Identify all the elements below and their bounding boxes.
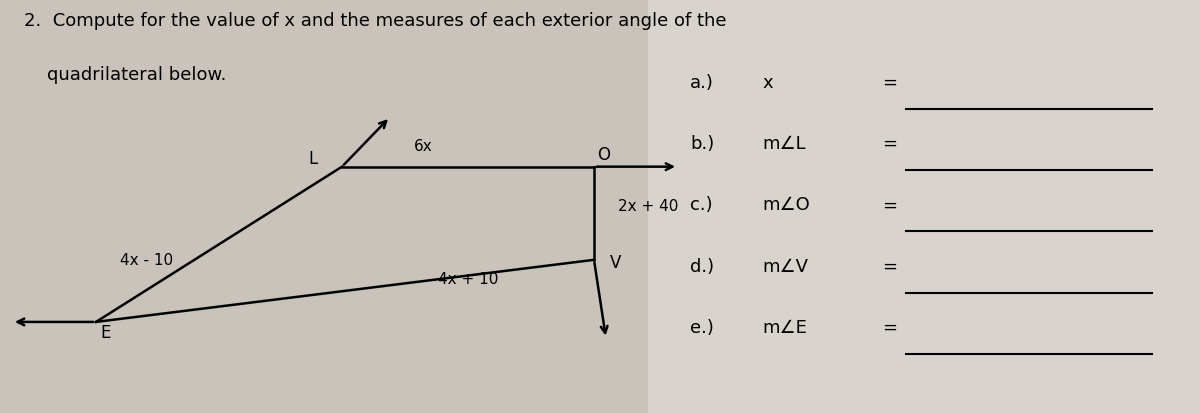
Text: O: O [598,146,611,164]
Text: quadrilateral below.: quadrilateral below. [24,66,227,84]
Text: 2x + 40: 2x + 40 [618,199,678,214]
Bar [648,0,1200,413]
Text: a.): a.) [690,74,714,92]
Text: L: L [308,150,318,168]
Text: m∠V: m∠V [762,257,808,275]
Text: 4x - 10: 4x - 10 [120,253,173,268]
Text: m∠L: m∠L [762,135,805,153]
Text: =: = [882,74,898,92]
Text: e.): e.) [690,318,714,336]
Text: b.): b.) [690,135,714,153]
Text: 6x: 6x [414,139,433,154]
Text: =: = [882,135,898,153]
Text: =: = [882,257,898,275]
Text: m∠O: m∠O [762,196,810,214]
Text: E: E [101,323,110,342]
Text: d.): d.) [690,257,714,275]
Text: 2.  Compute for the value of x and the measures of each exterior angle of the: 2. Compute for the value of x and the me… [24,12,726,30]
Text: =: = [882,318,898,336]
Text: V: V [610,253,620,271]
Text: c.): c.) [690,196,713,214]
Text: x: x [762,74,773,92]
Text: m∠E: m∠E [762,318,806,336]
Text: =: = [882,196,898,214]
Text: 4x + 10: 4x + 10 [438,271,498,286]
